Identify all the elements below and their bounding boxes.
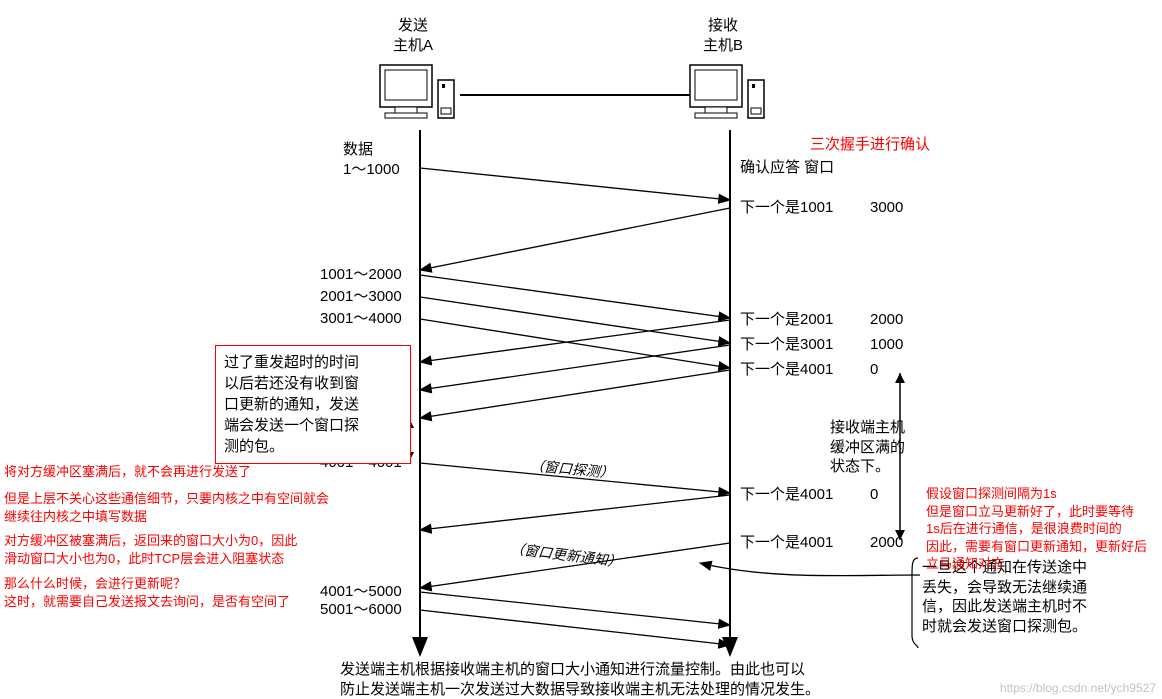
ack-window: 1000 (870, 335, 903, 355)
message-arrow (420, 345, 730, 390)
watermark: https://blog.csdn.net/ych9527 (1000, 681, 1156, 695)
data-header-a: 数据 1～1000 (343, 140, 400, 179)
send-range: 5001～6000 (320, 600, 402, 620)
ack-row: 下一个是1001 (740, 198, 833, 218)
message-arrow (420, 592, 730, 625)
red-note-1: 将对方缓冲区塞满后，就不会再进行发送了 (4, 463, 251, 481)
message-arrow (420, 275, 730, 318)
host-a-icon (380, 65, 454, 118)
ack-row: 下一个是4001 (740, 360, 833, 380)
ack-row: 下一个是2001 (740, 310, 833, 330)
send-range: 2001～3000 (320, 287, 402, 307)
red-note-2: 但是上层不关心这些通信细节，只要内核之中有空间就会 继续往内核之中填写数据 (4, 490, 329, 525)
host-b-title: 接收 主机B (703, 16, 743, 55)
message-arrow (420, 370, 730, 418)
ack-row: 下一个是4001 (740, 533, 833, 553)
retransmit-probe-note: 过了重发超时的时间 以后若还没有收到窗 口更新的通知，发送 端会发送一个窗口探 … (215, 345, 411, 464)
ack-header-b: 确认应答 窗口 (740, 158, 834, 178)
message-arrow (420, 610, 730, 645)
lost-note-pointer (700, 563, 920, 576)
message-arrows (420, 168, 730, 645)
ack-window: 2000 (870, 310, 903, 330)
red-note-3: 对方缓冲区被塞满后，返回来的窗口大小为0，因此 滑动窗口大小也为0，此时TCP层… (4, 532, 297, 567)
ack-window: 2000 (870, 533, 903, 553)
host-b-icon (690, 65, 764, 118)
ack-window: 0 (870, 360, 878, 380)
lost-note-bracket (912, 558, 918, 648)
ack-row: 下一个是4001 (740, 485, 833, 505)
message-arrow (420, 495, 730, 530)
bottom-summary: 发送端主机根据接收端主机的窗口大小通知进行流量控制。由此也可以 防止发送端主机一… (340, 660, 820, 699)
message-arrow (420, 297, 730, 343)
send-range: 4001～5000 (320, 582, 402, 602)
send-range: 3001～4000 (320, 309, 402, 329)
buffer-full-label: 接收端主机 缓冲区满的 状态下。 (830, 418, 905, 477)
annotation-handshake: 三次握手进行确认 (810, 135, 930, 155)
ack-row: 下一个是3001 (740, 335, 833, 355)
send-range: 1001～2000 (320, 265, 402, 285)
host-a-title: 发送 主机A (393, 16, 433, 55)
message-arrow (420, 208, 730, 270)
red-note-4: 那么什么时候，会进行更新呢？ 这时，就需要自己发送报文去询问，是否有空间了 (4, 575, 290, 610)
red-note-right: 假设窗口探测间隔为1s 但是窗口立马更新好了，此时要等待 1s后在进行通信，是很… (926, 485, 1147, 573)
message-arrow (420, 168, 730, 200)
ack-window: 0 (870, 485, 878, 505)
ack-window: 3000 (870, 198, 903, 218)
